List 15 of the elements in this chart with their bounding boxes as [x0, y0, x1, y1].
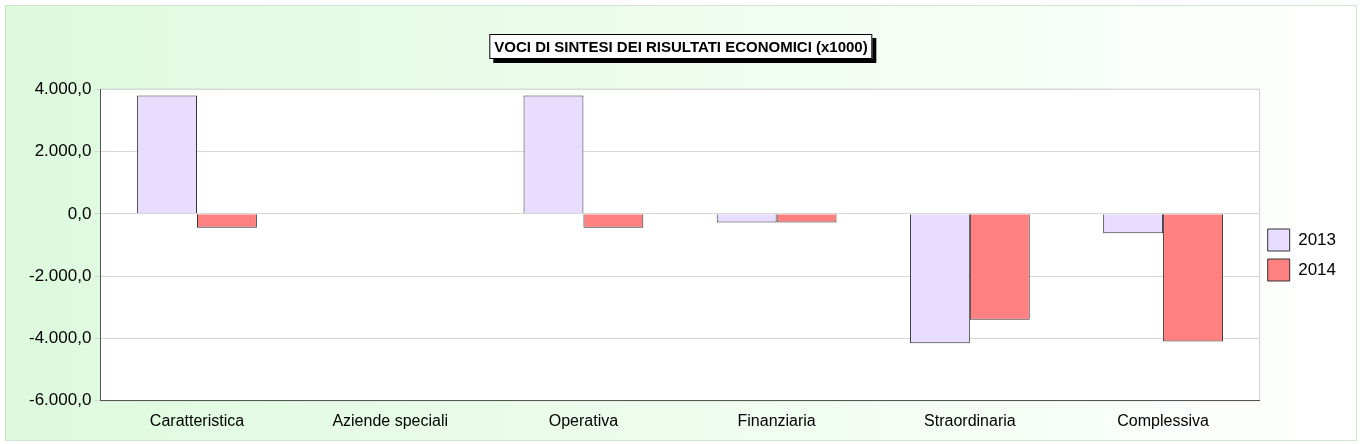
x-tick-label: Caratteristica: [149, 411, 245, 429]
y-tick-label: 2.000,0: [34, 141, 92, 161]
y-tick-label: 4.000,0: [34, 78, 92, 98]
x-tick-label: Straordinaria: [924, 411, 1016, 429]
x-tick-label: Finanziaria: [737, 411, 816, 429]
y-tick-label: -6.000,0: [28, 390, 92, 410]
x-tick-label: Aziende speciali: [332, 411, 449, 429]
y-tick-label: -4.000,0: [28, 328, 92, 348]
x-tick-label: Operativa: [548, 411, 619, 429]
y-tick-label: 0,0: [67, 203, 92, 223]
chart-title: VOCI DI SINTESI DEI RISULTATI ECONOMICI (x1000): [489, 34, 873, 59]
legend-label: 2014: [1298, 259, 1337, 279]
legend-label: 2013: [1298, 229, 1337, 249]
y-tick-label: -2.000,0: [28, 265, 92, 285]
x-tick-label: Complessiva: [1117, 411, 1209, 429]
